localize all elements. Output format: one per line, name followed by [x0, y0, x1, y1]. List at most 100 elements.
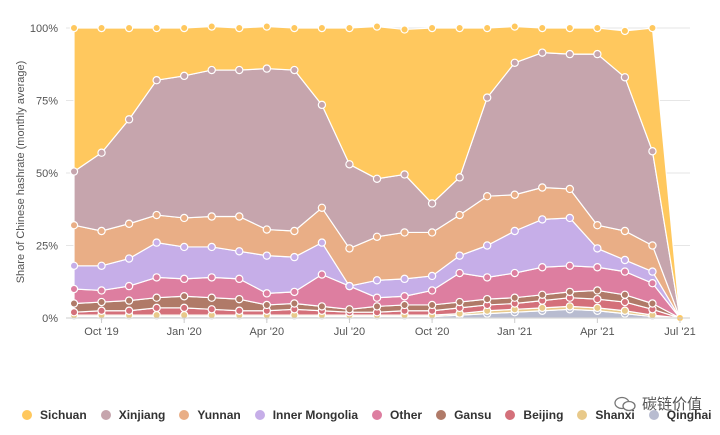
point-gansu-3[interactable] [152, 293, 161, 302]
point-other-20[interactable] [620, 267, 630, 276]
point-gansu-7[interactable] [262, 300, 272, 310]
point-inner-mongolia-10[interactable] [345, 281, 354, 291]
point-other-14[interactable] [455, 268, 464, 278]
point-beijing-20[interactable] [620, 297, 630, 307]
point-sichuan-10[interactable] [345, 23, 354, 33]
point-shanxi-18[interactable] [565, 302, 575, 311]
point-sichuan-11[interactable] [372, 22, 382, 31]
point-inner-mongolia-5[interactable] [207, 242, 216, 252]
point-beijing-1[interactable] [97, 306, 106, 315]
point-other-13[interactable] [427, 286, 437, 295]
point-yunnan-16[interactable] [510, 190, 519, 199]
legend-item-gansu[interactable]: Gansu [436, 408, 491, 422]
legend-item-qinghai[interactable]: Qinghai [648, 408, 711, 422]
point-yunnan-11[interactable] [372, 232, 382, 241]
point-sichuan-0[interactable] [69, 23, 79, 33]
point-sichuan-16[interactable] [510, 22, 519, 31]
point-sichuan-18[interactable] [565, 23, 575, 33]
point-inner-mongolia-14[interactable] [455, 251, 464, 260]
point-other-6[interactable] [235, 274, 244, 284]
point-sichuan-1[interactable] [97, 23, 106, 33]
point-xinjiang-14[interactable] [455, 173, 464, 182]
point-other-3[interactable] [152, 273, 161, 282]
point-sichuan-20[interactable] [620, 26, 630, 36]
point-xinjiang-13[interactable] [427, 199, 437, 208]
point-other-4[interactable] [179, 274, 189, 284]
point-gansu-18[interactable] [565, 287, 575, 297]
point-gansu-14[interactable] [455, 297, 464, 307]
point-other-18[interactable] [565, 261, 575, 270]
point-sichuan-7[interactable] [262, 22, 272, 31]
legend-item-beijing[interactable]: Beijing [505, 408, 563, 422]
point-yunnan-0[interactable] [69, 220, 79, 230]
point-beijing-3[interactable] [152, 303, 161, 313]
point-other-1[interactable] [97, 286, 106, 295]
point-xinjiang-12[interactable] [400, 170, 409, 179]
point-yunnan-14[interactable] [455, 210, 464, 220]
point-inner-mongolia-4[interactable] [179, 242, 189, 252]
legend-item-shanxi[interactable]: Shanxi [577, 408, 635, 422]
point-sichuan-17[interactable] [538, 23, 547, 33]
data-point-markers[interactable] [69, 22, 685, 323]
point-other-21[interactable] [648, 279, 657, 288]
point-inner-mongolia-0[interactable] [69, 261, 79, 270]
point-gansu-10[interactable] [345, 305, 354, 314]
point-sichuan-3[interactable] [152, 23, 161, 33]
point-yunnan-17[interactable] [538, 183, 547, 192]
point-xinjiang-4[interactable] [179, 71, 189, 81]
point-gansu-12[interactable] [400, 300, 409, 310]
point-gansu-19[interactable] [593, 286, 602, 295]
point-xinjiang-18[interactable] [565, 49, 575, 59]
point-yunnan-21[interactable] [648, 241, 657, 250]
point-gansu-6[interactable] [235, 294, 244, 304]
point-yunnan-1[interactable] [97, 226, 106, 236]
point-inner-mongolia-21[interactable] [648, 267, 657, 276]
point-inner-mongolia-2[interactable] [124, 254, 134, 263]
point-gansu-5[interactable] [207, 293, 216, 302]
point-sichuan-19[interactable] [593, 23, 602, 33]
point-xinjiang-2[interactable] [124, 115, 134, 124]
point-beijing-19[interactable] [593, 294, 602, 304]
point-beijing-4[interactable] [179, 303, 189, 313]
point-shanxi-17[interactable] [538, 303, 547, 313]
point-xinjiang-15[interactable] [482, 93, 492, 102]
point-gansu-9[interactable] [317, 302, 327, 311]
point-yunnan-10[interactable] [345, 244, 354, 253]
point-inner-mongolia-1[interactable] [97, 261, 106, 270]
point-sichuan-21[interactable] [648, 23, 657, 33]
point-xinjiang-1[interactable] [97, 148, 106, 157]
point-inner-mongolia-20[interactable] [620, 255, 630, 265]
point-sichuan-6[interactable] [235, 23, 244, 33]
point-beijing-0[interactable] [69, 308, 79, 317]
point-yunnan-18[interactable] [565, 184, 575, 194]
point-other-16[interactable] [510, 268, 519, 278]
point-shanxi-20[interactable] [620, 306, 630, 315]
point-xinjiang-17[interactable] [538, 48, 547, 57]
point-other-9[interactable] [317, 270, 327, 279]
point-sichuan-8[interactable] [290, 23, 299, 33]
point-inner-mongolia-16[interactable] [510, 226, 519, 236]
point-inner-mongolia-7[interactable] [262, 251, 272, 260]
point-xinjiang-6[interactable] [235, 65, 244, 75]
legend-item-other[interactable]: Other [372, 408, 422, 422]
point-xinjiang-8[interactable] [290, 65, 299, 75]
point-inner-mongolia-3[interactable] [152, 238, 161, 247]
point-other-2[interactable] [124, 281, 134, 291]
point-xinjiang-10[interactable] [345, 160, 354, 169]
point-gansu-11[interactable] [372, 302, 382, 311]
point-yunnan-13[interactable] [427, 228, 437, 237]
point-inner-mongolia-13[interactable] [427, 271, 437, 281]
point-gansu-0[interactable] [69, 299, 79, 308]
point-sichuan-15[interactable] [482, 23, 492, 33]
point-inner-mongolia-11[interactable] [372, 276, 382, 285]
point-other-15[interactable] [482, 273, 492, 282]
point-inner-mongolia-18[interactable] [565, 213, 575, 223]
point-shanxi-19[interactable] [593, 303, 602, 313]
point-yunnan-7[interactable] [262, 225, 272, 234]
point-gansu-13[interactable] [427, 300, 437, 310]
point-gansu-20[interactable] [620, 290, 630, 299]
point-gansu-8[interactable] [290, 299, 299, 308]
legend-item-sichuan[interactable]: Sichuan [22, 408, 87, 422]
point-yunnan-4[interactable] [179, 213, 189, 223]
point-beijing-5[interactable] [207, 305, 216, 314]
